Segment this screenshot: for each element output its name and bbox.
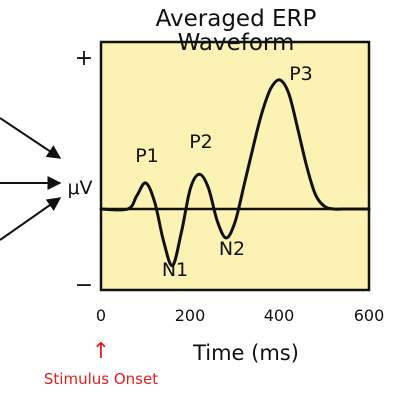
chart-title-line2: Waveform (178, 30, 295, 56)
y-axis-minus-label: − (75, 273, 93, 298)
peak-label-n1: N1 (162, 259, 188, 281)
x-axis-ticks: 0 200 400 600 (96, 306, 384, 325)
erp-waveform-line (99, 78, 371, 268)
chart-title-line1: Averaged ERP (156, 6, 317, 32)
peak-label-p1: P1 (135, 145, 159, 167)
plot-area (99, 40, 371, 292)
y-axis-unit-label: μV (67, 177, 92, 199)
input-arrow-top (0, 117, 62, 159)
x-axis-label: Time (ms) (192, 341, 299, 365)
x-tick-label: 200 (175, 306, 206, 325)
stimulus-onset-arrow-icon: ↑ (92, 339, 110, 364)
input-arrow-bottom (0, 197, 62, 241)
peak-label-n2: N2 (219, 238, 245, 260)
peak-label-p2: P2 (189, 131, 213, 153)
x-tick-label: 400 (264, 306, 295, 325)
stimulus-onset-label: Stimulus Onset (44, 370, 158, 388)
x-tick-label: 600 (354, 306, 385, 325)
peak-label-p3: P3 (289, 63, 313, 85)
x-tick-label: 0 (96, 306, 106, 325)
y-axis-plus-label: + (75, 46, 93, 71)
